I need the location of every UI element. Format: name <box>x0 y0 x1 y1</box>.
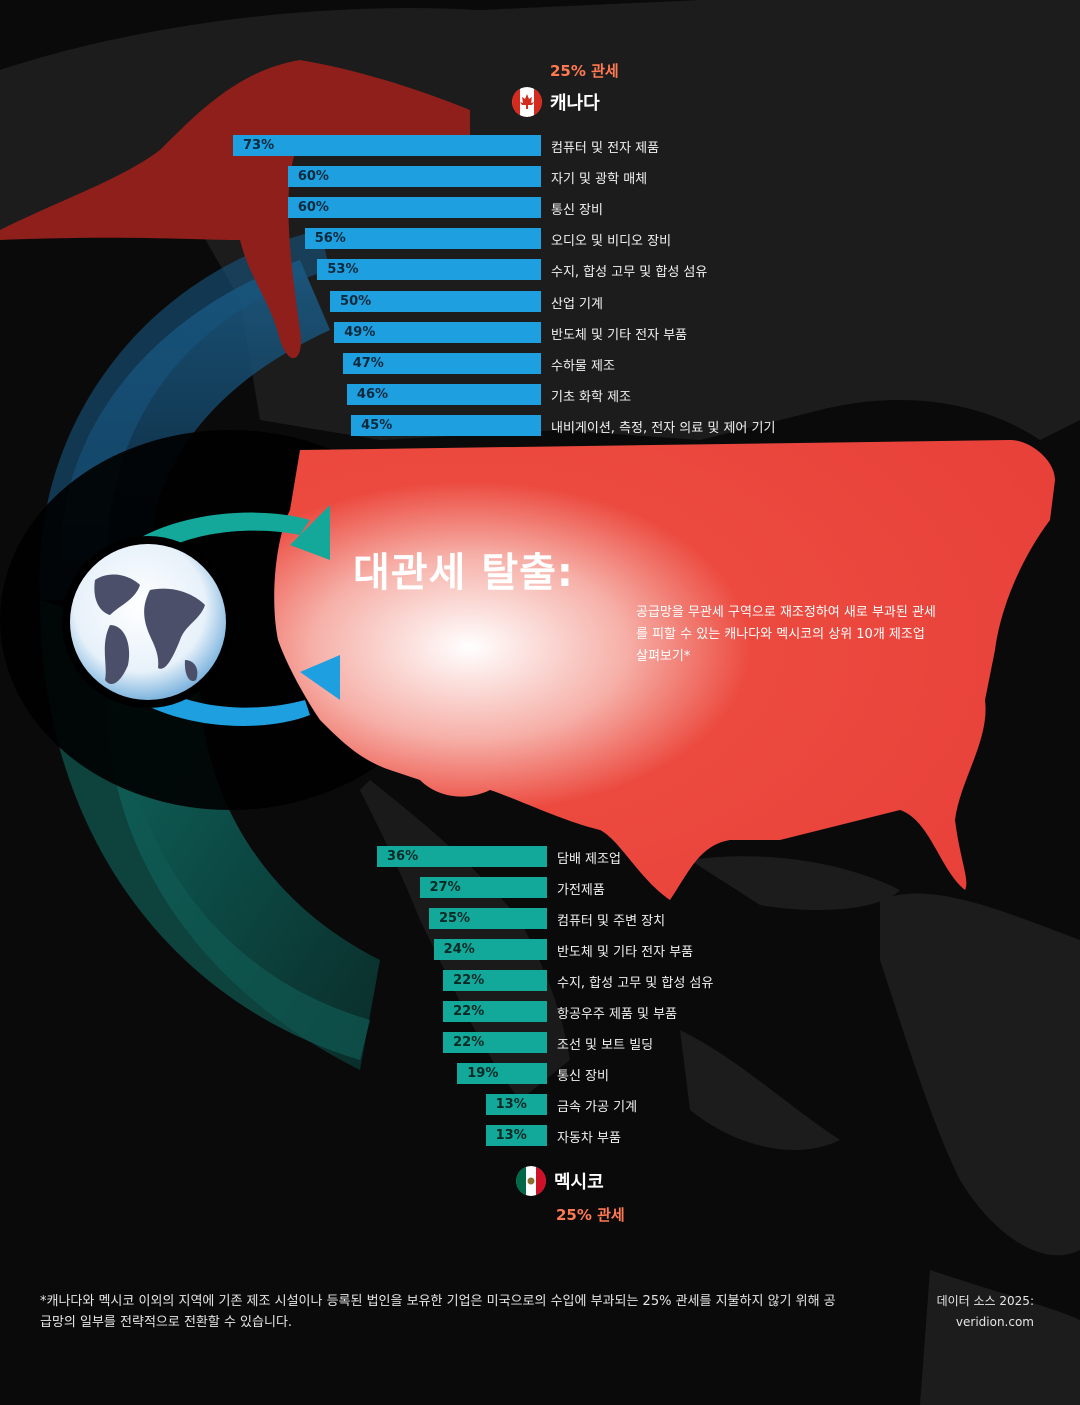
mexico-chart-bar <box>485 1094 547 1115</box>
canada-chart-category-label: 산업 기계 <box>551 296 603 312</box>
data-source: 데이터 소스 2025: veridion.com <box>920 1291 1034 1333</box>
footnote: *캐나다와 멕시코 이외의 지역에 기존 제조 시설이나 등록된 법인을 보유한… <box>40 1294 836 1330</box>
page-subtitle: 공급망을 무관세 구역으로 재조정하여 새로 부과된 관세를 피할 수 있는 캐… <box>636 605 936 664</box>
mexico-chart-bar <box>443 1032 547 1053</box>
data-source-site: veridion.com <box>955 1315 1034 1329</box>
canada-header: 25% 관세 캐나다 <box>512 60 619 117</box>
canada-chart-value-label: 49% <box>344 324 376 340</box>
canada-chart-value-label: 46% <box>356 386 389 402</box>
canada-chart-bar <box>304 228 541 250</box>
canada-chart-category-label: 기초 화학 제조 <box>551 389 632 405</box>
mexico-chart-value-label: 22% <box>453 973 485 988</box>
mexico-header: 멕시코 25% 관세 <box>516 1166 625 1225</box>
canada-chart-category-label: 수지, 합성 고무 및 합성 섬유 <box>551 265 708 281</box>
mexico-chart-bar <box>443 1001 547 1022</box>
mexico-chart-category-label: 조선 및 보트 빌딩 <box>557 1038 654 1053</box>
mexico-chart-category-label: 금속 가공 기계 <box>557 1100 638 1115</box>
canada-chart-bar <box>287 166 541 188</box>
canada-chart-category-label: 오디오 및 비디오 장비 <box>551 234 672 250</box>
mexico-chart-value-label: 22% <box>453 1035 485 1050</box>
mexico-chart-bar <box>428 908 547 929</box>
mexico-tariff: 25% 관세 <box>556 1206 625 1224</box>
canada-chart-category-label: 반도체 및 기타 전자 부품 <box>551 327 688 343</box>
data-source-label: 데이터 소스 2025: <box>936 1294 1034 1308</box>
arrow-icon <box>110 505 340 726</box>
mexico-chart-value-label: 13% <box>495 1097 527 1112</box>
usa-map <box>274 440 1055 900</box>
canada-chart-value-label: 50% <box>340 293 372 309</box>
mexico-chart-value-label: 25% <box>438 911 471 926</box>
canada-name: 캐나다 <box>550 93 600 114</box>
mexico-chart-value-label: 22% <box>453 1004 485 1019</box>
canada-chart-bar <box>334 321 541 343</box>
canada-chart-value-label: 45% <box>361 417 393 433</box>
canada-chart-bar <box>346 383 541 405</box>
mexico-chart-value-label: 13% <box>495 1128 527 1143</box>
mexico-chart-category-label: 통신 장비 <box>557 1069 609 1084</box>
mexico-chart-category-label: 컴퓨터 및 주변 장치 <box>557 914 666 929</box>
mexico-chart-value-label: 19% <box>467 1066 499 1081</box>
canada-chart-category-label: 수하물 제조 <box>551 358 615 374</box>
alaska-red-area <box>0 60 470 359</box>
canada-chart-bar <box>317 259 541 281</box>
mexico-chart-value-label: 27% <box>429 880 461 895</box>
canada-chart-bar <box>342 352 541 374</box>
mexico-chart-category-label: 담배 제조업 <box>557 852 621 867</box>
canada-chart-bar <box>233 135 541 156</box>
canada-chart-category-label: 컴퓨터 및 전자 제품 <box>551 141 660 156</box>
canada-chart-value-label: 47% <box>352 355 384 371</box>
canada-chart-bar <box>287 197 541 219</box>
canada-tariff: 25% 관세 <box>550 62 619 80</box>
mexico-chart-bar <box>433 939 547 960</box>
canada-chart-category-label: 내비게이션, 측정, 전자 의료 및 제어 기기 <box>551 420 776 436</box>
mexico-chart-category-label: 항공우주 제품 및 부품 <box>557 1007 678 1022</box>
mexico-chart-value-label: 36% <box>387 849 419 864</box>
mexico-chart-value-label: 24% <box>443 942 475 957</box>
mexico-chart-bar <box>377 846 547 867</box>
canada-chart-value-label: 56% <box>314 231 346 247</box>
mexico-chart-bar <box>485 1125 547 1146</box>
mexico-chart-category-label: 가전제품 <box>557 883 605 898</box>
mexico-chart-category-label: 반도체 및 기타 전자 부품 <box>557 945 694 960</box>
canada-flag-icon <box>512 87 542 117</box>
mexico-chart-bar <box>443 970 547 991</box>
mexico-flag-icon <box>516 1166 546 1196</box>
canada-chart-value-label: 53% <box>327 262 359 278</box>
canada-chart-category-label: 자기 및 광학 매체 <box>551 172 648 188</box>
mexico-chart-category-label: 수지, 합성 고무 및 합성 섬유 <box>557 976 714 991</box>
mexico-chart-bar <box>457 1063 547 1084</box>
canada-chart-category-label: 통신 장비 <box>551 203 603 219</box>
canada-chart-value-label: 73% <box>243 138 275 153</box>
canada-chart-value-label: 60% <box>297 200 329 216</box>
mexico-chart-category-label: 자동차 부품 <box>557 1131 621 1146</box>
page-title: 대관세 탈출: <box>353 550 574 596</box>
mexico-chart-bar <box>419 877 547 898</box>
canada-chart-bar <box>330 290 541 312</box>
canada-chart-value-label: 60% <box>297 169 329 185</box>
globe-icon <box>62 536 234 708</box>
canada-chart-bar <box>351 414 541 436</box>
mexico-name: 멕시코 <box>554 1172 604 1193</box>
